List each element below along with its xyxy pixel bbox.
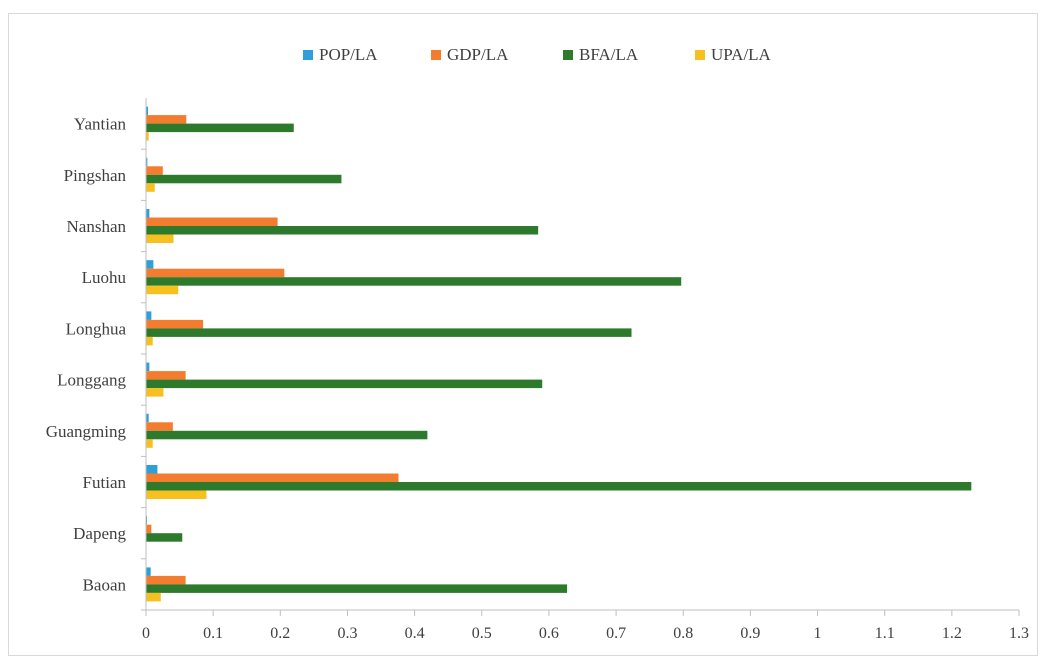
- legend-label: POP/LA: [319, 45, 378, 64]
- y-axis: Baoan Dapeng Futian Guangming Longgang Longhu…: [46, 98, 147, 611]
- legend-swatch: [563, 50, 573, 60]
- bar-gdp-la-dapeng: [146, 524, 152, 534]
- bar-pop-la-nanshan: [146, 209, 150, 218]
- bar-gdp-la-baoan: [146, 575, 186, 585]
- x-tick-label: 0.8: [673, 625, 693, 642]
- bar-upa-la-longhua: [146, 336, 153, 346]
- y-tick-label: Futian: [83, 473, 127, 492]
- bar-gdp-la-longhua: [146, 319, 204, 329]
- bar-upa-la-longgang: [146, 388, 164, 397]
- x-tick-label: 0.7: [606, 625, 626, 642]
- bar-bfa-la-longhua: [146, 328, 632, 337]
- legend-label: GDP/LA: [447, 45, 509, 64]
- bar-bfa-la-baoan: [146, 584, 568, 593]
- legend-label: UPA/LA: [711, 45, 772, 64]
- x-tick-label: 0.2: [270, 625, 290, 642]
- bar-bfa-la-longgang: [146, 379, 543, 389]
- bar-upa-la-luohu: [146, 285, 179, 295]
- y-tick-label: Nanshan: [67, 217, 127, 236]
- y-tick-label: Pingshan: [64, 166, 127, 185]
- x-tick-label: 0.3: [337, 625, 357, 642]
- y-tick-label: Longhua: [66, 319, 127, 338]
- x-tick-label: 1.3: [1009, 625, 1029, 642]
- legend-swatch: [431, 50, 441, 60]
- y-tick-label: Yantian: [74, 115, 127, 134]
- bar-gdp-la-guangming: [146, 422, 173, 431]
- legend-label: BFA/LA: [579, 45, 639, 64]
- y-tick-label: Dapeng: [73, 524, 126, 543]
- x-tick-label: 1: [814, 625, 822, 642]
- bar-bfa-la-pingshan: [146, 174, 342, 184]
- bar-gdp-la-luohu: [146, 268, 285, 278]
- bar-bfa-la-guangming: [146, 430, 428, 440]
- bar-bfa-la-luohu: [146, 277, 682, 286]
- x-tick-label: 0.9: [740, 625, 760, 642]
- bar-upa-la-yantian: [146, 132, 149, 141]
- bar-gdp-la-yantian: [146, 115, 187, 124]
- x-tick-label: 0.5: [472, 625, 492, 642]
- bar-pop-la-guangming: [146, 413, 149, 423]
- x-tick-label: 1.2: [942, 625, 962, 642]
- y-tick-label: Luohu: [82, 268, 127, 287]
- legend-swatch: [695, 50, 705, 60]
- bar-pop-la-yantian: [146, 106, 149, 116]
- y-tick-label: Guangming: [46, 422, 127, 441]
- x-tick-label: 0.4: [405, 625, 425, 642]
- legend-swatch: [303, 50, 313, 60]
- x-tick-label: 0.6: [539, 625, 559, 642]
- bar-gdp-la-nanshan: [146, 217, 278, 226]
- chart-bars: [146, 106, 972, 602]
- bar-upa-la-baoan: [146, 592, 161, 602]
- bar-upa-la-nanshan: [146, 234, 174, 243]
- x-tick-label: 0: [142, 625, 150, 642]
- y-tick-label: Longgang: [57, 371, 126, 390]
- bar-bfa-la-futian: [146, 482, 972, 491]
- bar-pop-la-futian: [146, 465, 158, 474]
- bar-pop-la-baoan: [146, 567, 151, 576]
- bar-pop-la-dapeng: [146, 516, 148, 525]
- bar-gdp-la-futian: [146, 473, 399, 482]
- chart-legend: POP/LA GDP/LA BFA/LA UPA/LA: [303, 45, 772, 64]
- bar-upa-la-pingshan: [146, 183, 155, 192]
- bar-gdp-la-pingshan: [146, 166, 163, 175]
- bar-bfa-la-nanshan: [146, 226, 539, 235]
- bar-upa-la-guangming: [146, 439, 153, 448]
- bar-pop-la-luohu: [146, 260, 154, 269]
- bar-bfa-la-yantian: [146, 123, 294, 133]
- bar-pop-la-longgang: [146, 362, 150, 372]
- x-axis: 0 0.1 0.2 0.3 0.4 0.5 0.6 0.7 0.8 0.9 1 1.1 1.2 1.3: [142, 609, 1029, 642]
- x-tick-label: 1.1: [875, 625, 895, 642]
- bar-pop-la-pingshan: [146, 157, 148, 167]
- x-tick-label: 0.1: [203, 625, 223, 642]
- bar-bfa-la-dapeng: [146, 533, 183, 542]
- bar-upa-la-futian: [146, 490, 207, 499]
- y-tick-label: Baoan: [83, 575, 127, 594]
- bar-gdp-la-longgang: [146, 371, 186, 380]
- bar-pop-la-longhua: [146, 311, 152, 320]
